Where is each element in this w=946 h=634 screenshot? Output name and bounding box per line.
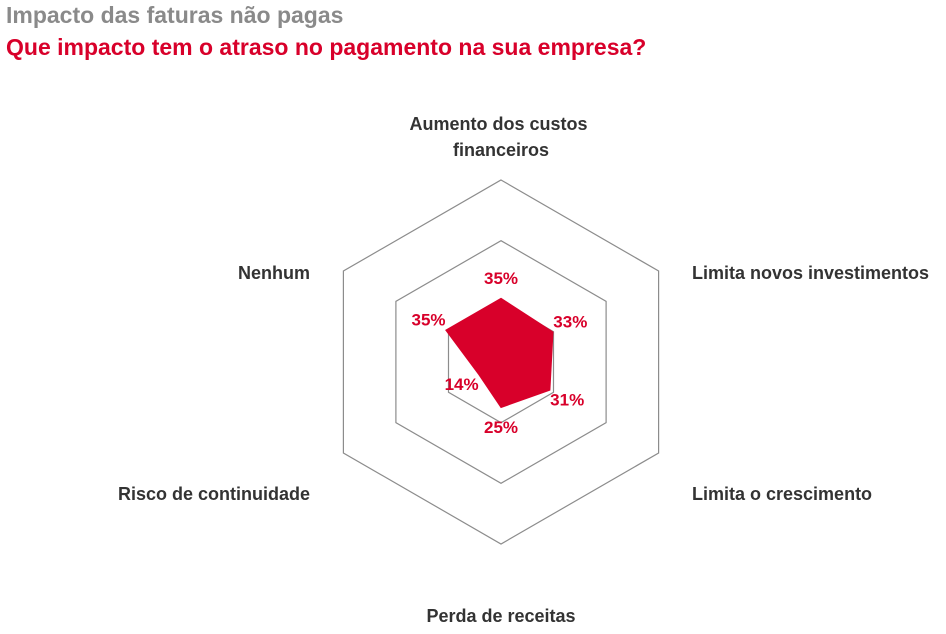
value-label-4: 14% <box>445 375 479 394</box>
value-label-2: 31% <box>550 391 584 410</box>
axis-labels: Aumento dos custos financeiros Limita no… <box>118 114 929 626</box>
chart-title: Impacto das faturas não pagas <box>6 2 344 28</box>
chart-subtitle: Que impacto tem o atraso no pagamento na… <box>6 34 647 60</box>
grid-ring-2 <box>395 240 607 484</box>
radar-series <box>445 297 554 409</box>
axis-label-nenhum: Nenhum <box>238 263 310 283</box>
value-labels: 35% 33% 31% 25% 14% 35% <box>411 269 587 437</box>
value-label-0: 35% <box>484 269 518 288</box>
axis-label-aumento-custos: Aumento dos custos financeiros <box>409 114 592 160</box>
value-label-3: 25% <box>484 418 518 437</box>
series-area <box>445 297 554 409</box>
grid-ring-3 <box>342 179 660 545</box>
axis-label-limita-crescimento: Limita o crescimento <box>692 484 872 504</box>
axis-label-perda-receitas: Perda de receitas <box>426 606 575 626</box>
value-label-1: 33% <box>553 313 587 332</box>
axis-label-limita-investimentos: Limita novos investimentos <box>692 263 929 283</box>
axis-label-risco-continuidade: Risco de continuidade <box>118 484 310 504</box>
value-label-5: 35% <box>411 311 445 330</box>
